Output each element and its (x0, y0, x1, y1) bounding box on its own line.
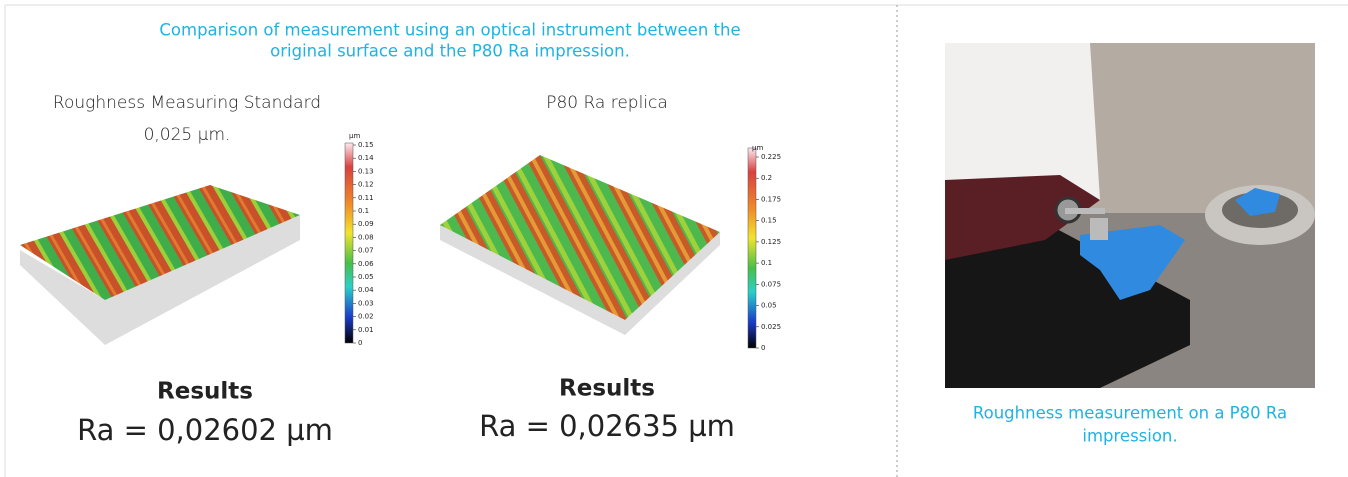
colorbar-label: 0.15 (358, 141, 374, 149)
colorbar-label: 0 (358, 339, 362, 347)
panel-title: Roughness Measuring Standard (53, 93, 321, 113)
colorbar-unit: µm (349, 132, 360, 140)
colorbar-label: 0.1 (358, 207, 369, 215)
photo-caption: impression. (1082, 427, 1177, 446)
colorbar-label: 0.07 (358, 247, 374, 255)
surface-plot (440, 155, 720, 320)
colorbar-unit: µm (752, 144, 763, 152)
photo-caption: Roughness measurement on a P80 Ra (973, 404, 1287, 423)
colorbar-label: 0.175 (761, 195, 781, 203)
photo (945, 43, 1315, 388)
colorbar-label: 0.09 (358, 220, 374, 228)
colorbar-label: 0.03 (358, 299, 374, 307)
colorbar-label: 0.04 (358, 286, 374, 294)
colorbar-label: 0.075 (761, 280, 781, 288)
colorbar-label: 0.14 (358, 154, 374, 162)
colorbar-label: 0.125 (761, 238, 781, 246)
colorbar-label: 0.08 (358, 233, 374, 241)
colorbar-label: 0.15 (761, 217, 777, 225)
colorbar-label: 0.06 (358, 260, 374, 268)
caption: original surface and the P80 Ra impressi… (270, 42, 630, 61)
colorbar (345, 143, 353, 343)
colorbar (748, 148, 756, 348)
colorbar-label: 0.12 (358, 181, 374, 189)
results-heading: Results (157, 379, 253, 405)
panel-title: P80 Ra replica (546, 93, 668, 113)
colorbar-label: 0.225 (761, 153, 781, 161)
panel-title: 0,025 µm. (144, 125, 231, 145)
caption: Comparison of measurement using an optic… (159, 21, 740, 40)
colorbar-label: 0.13 (358, 167, 374, 175)
result-value: Ra = 0,02635 µm (479, 409, 735, 443)
page: Comparison of measurement using an optic… (0, 0, 1348, 477)
colorbar-label: 0.1 (761, 259, 772, 267)
colorbar-label: 0.01 (358, 326, 374, 334)
colorbar-label: 0.05 (761, 302, 777, 310)
colorbar-label: 0.025 (761, 323, 781, 331)
colorbar-label: 0.02 (358, 313, 374, 321)
colorbar-label: 0.05 (358, 273, 374, 281)
colorbar-label: 0.2 (761, 174, 772, 182)
colorbar-label: 0 (761, 344, 765, 352)
result-value: Ra = 0,02602 µm (77, 413, 333, 447)
colorbar-label: 0.11 (358, 194, 374, 202)
results-heading: Results (559, 376, 655, 402)
